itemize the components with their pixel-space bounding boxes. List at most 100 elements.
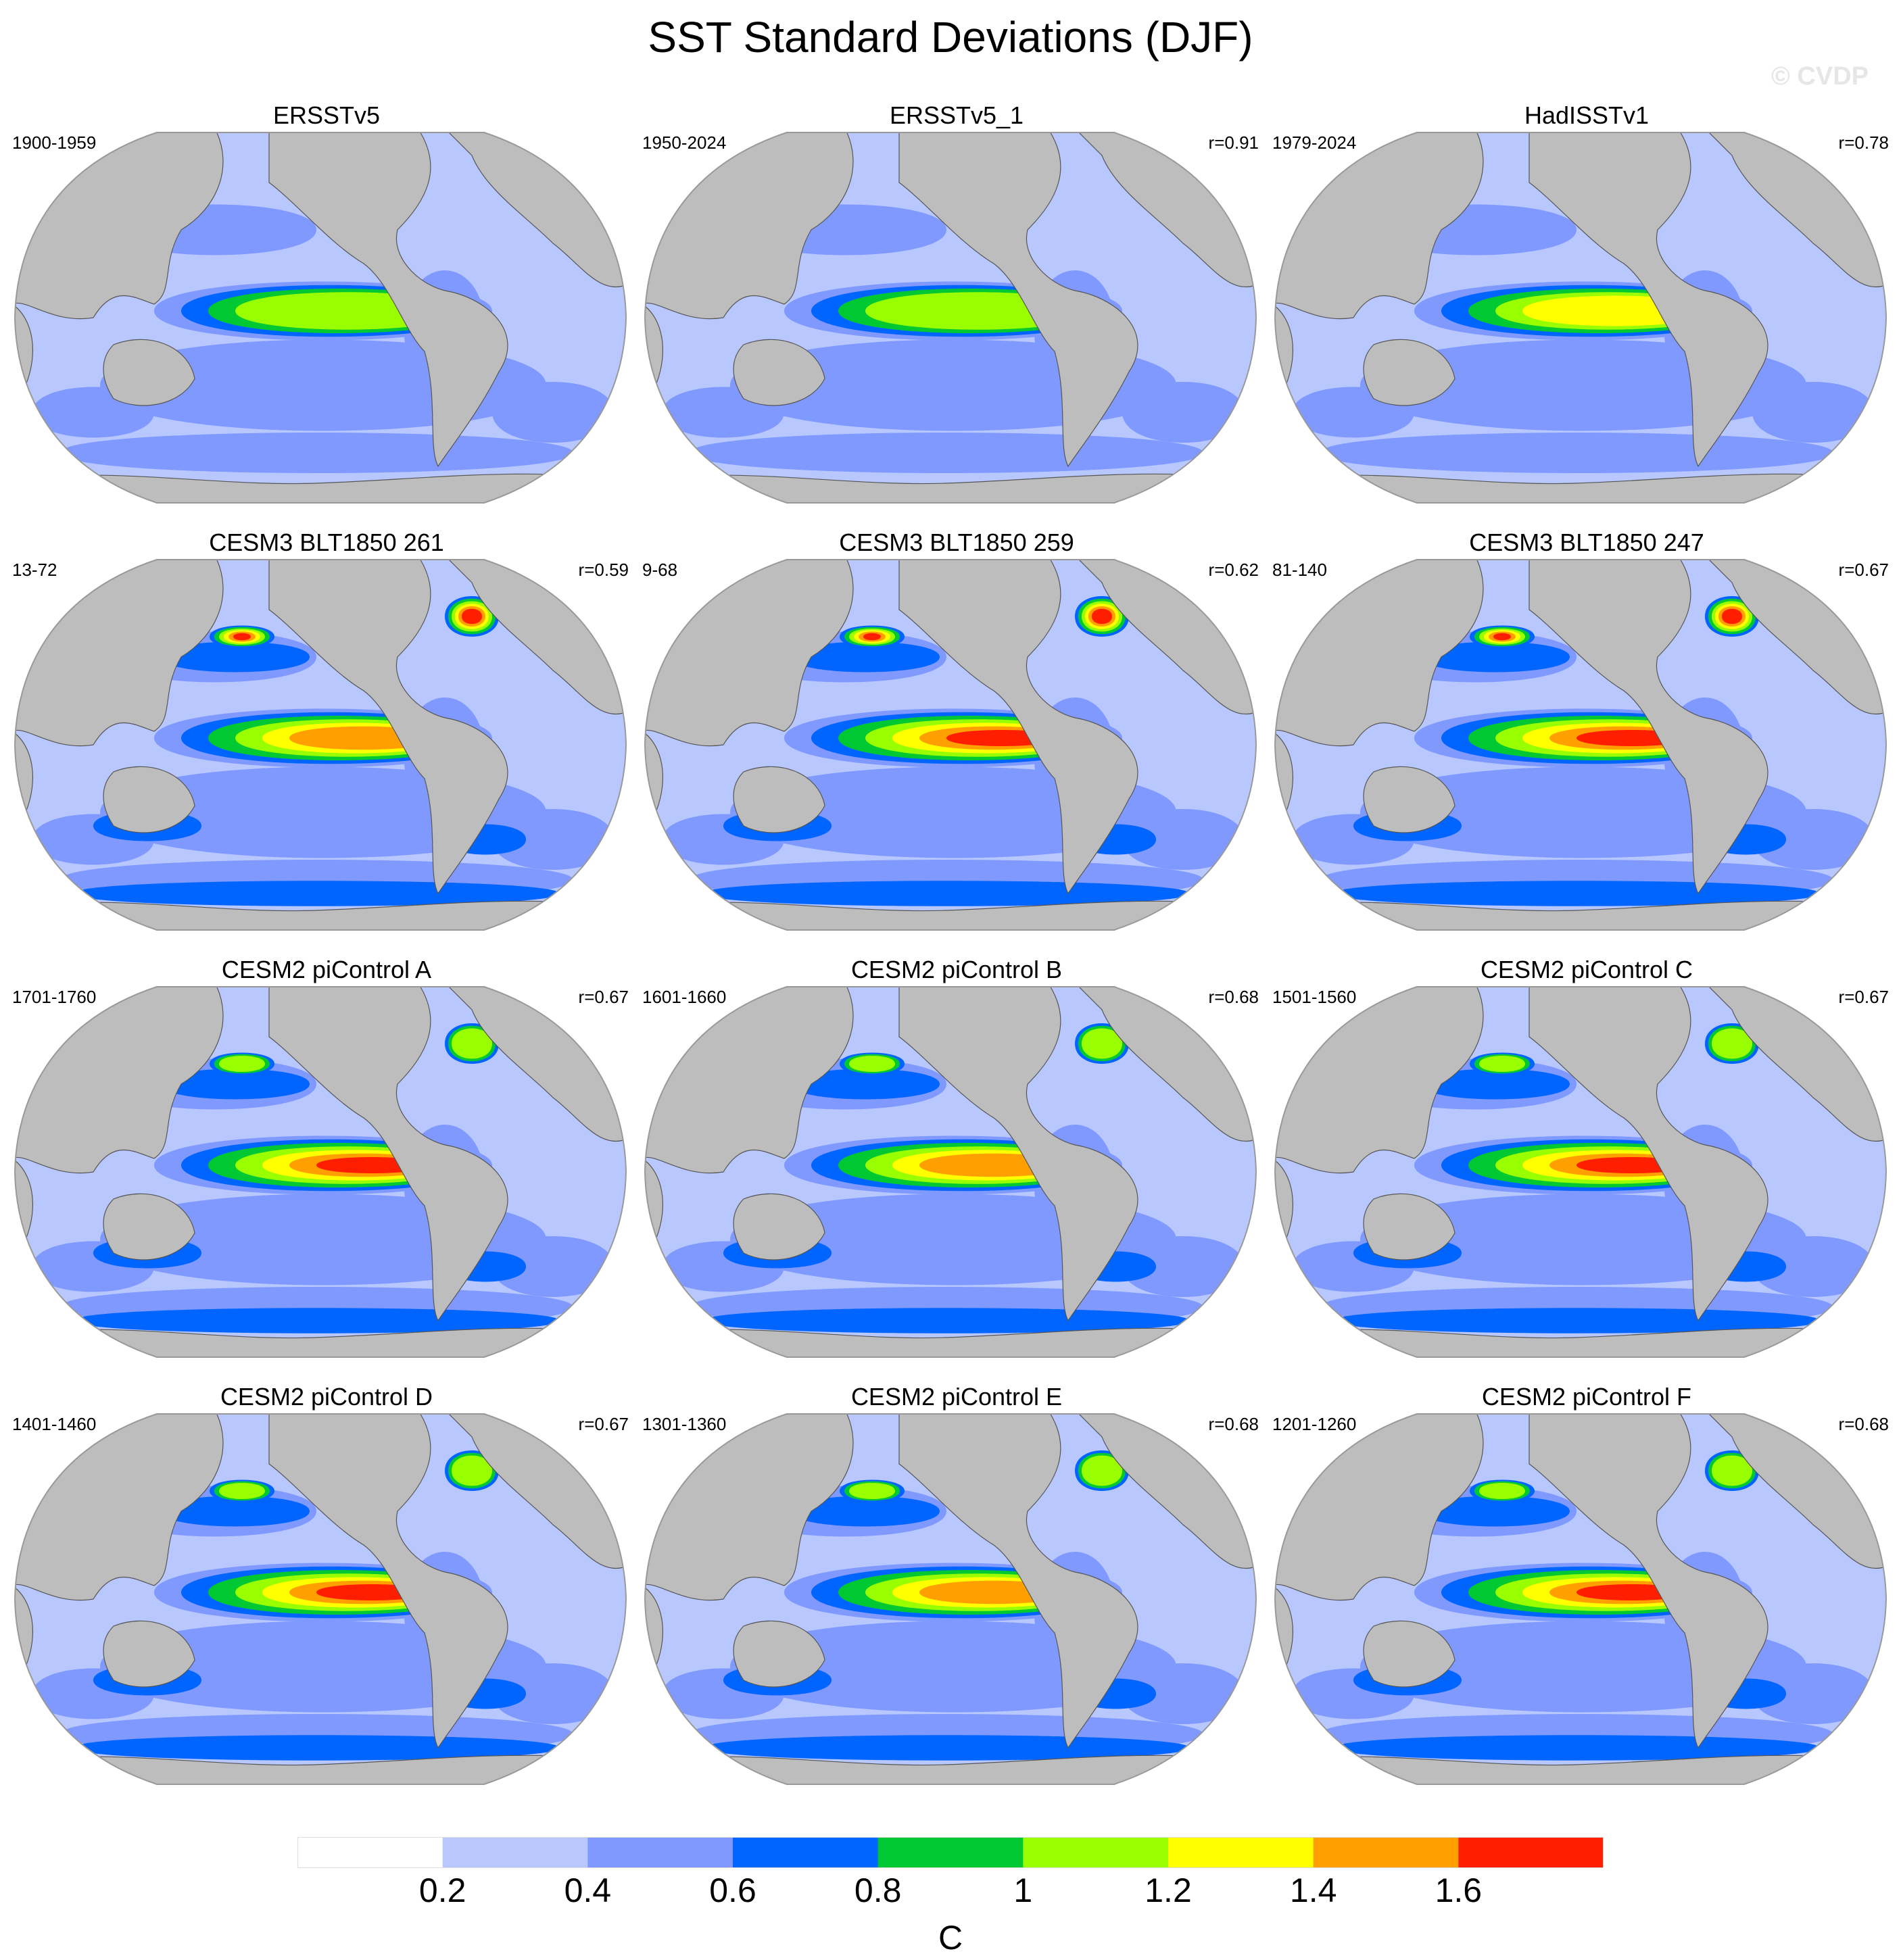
- map-panel: CESM2 piControl F 1201-1260 r=0.68: [1272, 1383, 1901, 1788]
- panel-title: CESM2 piControl E: [850, 1383, 1063, 1411]
- panel-title: CESM3 BLT1850 247: [1469, 529, 1704, 556]
- land-mass: [1529, 1414, 1768, 1749]
- contour-region: [791, 1496, 940, 1527]
- panel-correlation: r=0.68: [1208, 1414, 1259, 1434]
- contour-region: [1122, 1663, 1244, 1724]
- contour-region: [1752, 1236, 1874, 1297]
- gulfstream-contour: [1712, 1455, 1752, 1486]
- land-mass: [733, 766, 825, 833]
- land-mass: [898, 987, 1138, 1322]
- panel-correlation: r=0.62: [1208, 560, 1259, 580]
- colorbar: [297, 1837, 1604, 1868]
- land-mass: [268, 1414, 508, 1749]
- colorbar-swatch: [1023, 1837, 1169, 1868]
- sst-map: [644, 986, 1257, 1358]
- panel-period: 1701-1760: [12, 987, 97, 1007]
- land-mass: [1363, 1193, 1455, 1260]
- kuroshio-contour: [219, 1483, 265, 1499]
- colorbar-tick-label: 0.2: [418, 1871, 466, 1909]
- map-outline: [1274, 986, 1887, 1358]
- panel-correlation: r=0.91: [1208, 132, 1259, 153]
- colorbar-swatch: [877, 1837, 1024, 1868]
- panel-period: 9-68: [642, 560, 678, 580]
- land-mass: [898, 132, 1138, 468]
- panel-correlation: r=0.78: [1838, 132, 1889, 153]
- land-mass: [103, 339, 195, 406]
- colorbar-swatch: [587, 1837, 733, 1868]
- panel-title: CESM3 BLT1850 259: [839, 529, 1074, 556]
- map-panel: CESM2 piControl D 1401-1460 r=0.67: [12, 1383, 641, 1788]
- panel-period: 13-72: [12, 560, 57, 580]
- map-outline: [1274, 1413, 1887, 1785]
- panel-period: 1401-1460: [12, 1414, 97, 1434]
- panel-title: HadISSTv1: [1524, 101, 1650, 129]
- gulfstream-contour: [452, 1028, 492, 1059]
- sst-map: [644, 132, 1257, 504]
- land-mass: [268, 987, 508, 1322]
- contour-region: [1752, 1663, 1874, 1724]
- map-panel: CESM2 piControl E 1301-1360 r=0.68: [642, 1383, 1271, 1788]
- gulfstream-contour: [462, 608, 482, 624]
- land-mass: [733, 1193, 825, 1260]
- map-panel: CESM2 piControl B 1601-1660 r=0.68: [642, 956, 1271, 1361]
- contour-region: [690, 433, 1203, 473]
- land-mass: [898, 1414, 1138, 1749]
- contour-region: [492, 809, 614, 870]
- contour-region: [161, 1496, 310, 1527]
- map-panel: CESM3 BLT1850 247 81-140 r=0.67: [1272, 529, 1901, 934]
- contour-region: [1752, 809, 1874, 870]
- colorbar-tick-label: 1: [1013, 1871, 1033, 1909]
- colorbar-border: [297, 1837, 1604, 1868]
- contour-region: [1421, 1069, 1570, 1100]
- panel-period: 1950-2024: [642, 132, 727, 153]
- land-mass: [1363, 1620, 1455, 1688]
- panel-title: ERSSTv5_1: [889, 101, 1024, 129]
- contour-region: [1122, 382, 1244, 443]
- contour-region: [791, 641, 940, 672]
- land-mass: [1529, 132, 1768, 468]
- panel-correlation: r=0.59: [578, 560, 629, 580]
- panel-period: 1900-1959: [12, 132, 97, 153]
- panel-period: 1979-2024: [1272, 132, 1357, 153]
- sst-map: [1274, 559, 1887, 931]
- sst-map: [14, 559, 627, 931]
- contour-region: [492, 1236, 614, 1297]
- contour-region: [1421, 1496, 1570, 1527]
- gulfstream-contour: [452, 1455, 492, 1486]
- land-mass: [733, 339, 825, 406]
- panel-title: CESM2 piControl A: [221, 956, 432, 983]
- sst-map: [644, 1413, 1257, 1785]
- panel-correlation: r=0.67: [578, 987, 629, 1007]
- kuroshio-contour: [1479, 1056, 1525, 1072]
- sst-map: [14, 1413, 627, 1785]
- panel-correlation: r=0.68: [1838, 1414, 1889, 1434]
- panel-period: 1601-1660: [642, 987, 727, 1007]
- map-panel: CESM2 piControl A 1701-1760 r=0.67: [12, 956, 641, 1361]
- gulfstream-contour: [1082, 1028, 1122, 1059]
- gulfstream-contour: [1712, 1028, 1752, 1059]
- panel-period: 1501-1560: [1272, 987, 1357, 1007]
- colorbar-tick-label: 0.8: [854, 1871, 902, 1909]
- map-outline: [14, 559, 627, 931]
- land-mass: [268, 560, 508, 895]
- map-panel: ERSSTv5 1900-1959: [12, 101, 641, 507]
- colorbar-swatch: [1458, 1837, 1604, 1868]
- map-outline: [644, 559, 1257, 931]
- contour-region: [1122, 1236, 1244, 1297]
- kuroshio-contour: [233, 633, 251, 641]
- sst-map: [1274, 132, 1887, 504]
- sst-map: [644, 559, 1257, 931]
- watermark: © CVDP: [1771, 62, 1869, 91]
- land-mass: [1529, 560, 1768, 895]
- sst-map: [1274, 986, 1887, 1358]
- colorbar-tick-label: 1.4: [1289, 1871, 1337, 1909]
- gulfstream-contour: [1722, 608, 1742, 624]
- contour-region: [1752, 382, 1874, 443]
- contour-region: [1421, 641, 1570, 672]
- panel-title: CESM2 piControl F: [1481, 1383, 1692, 1411]
- colorbar-swatch: [297, 1837, 443, 1868]
- colorbar-tick-label: 0.4: [564, 1871, 612, 1909]
- sst-map: [1274, 1413, 1887, 1785]
- panel-title: CESM2 piControl D: [220, 1383, 433, 1411]
- kuroshio-contour: [1493, 633, 1511, 641]
